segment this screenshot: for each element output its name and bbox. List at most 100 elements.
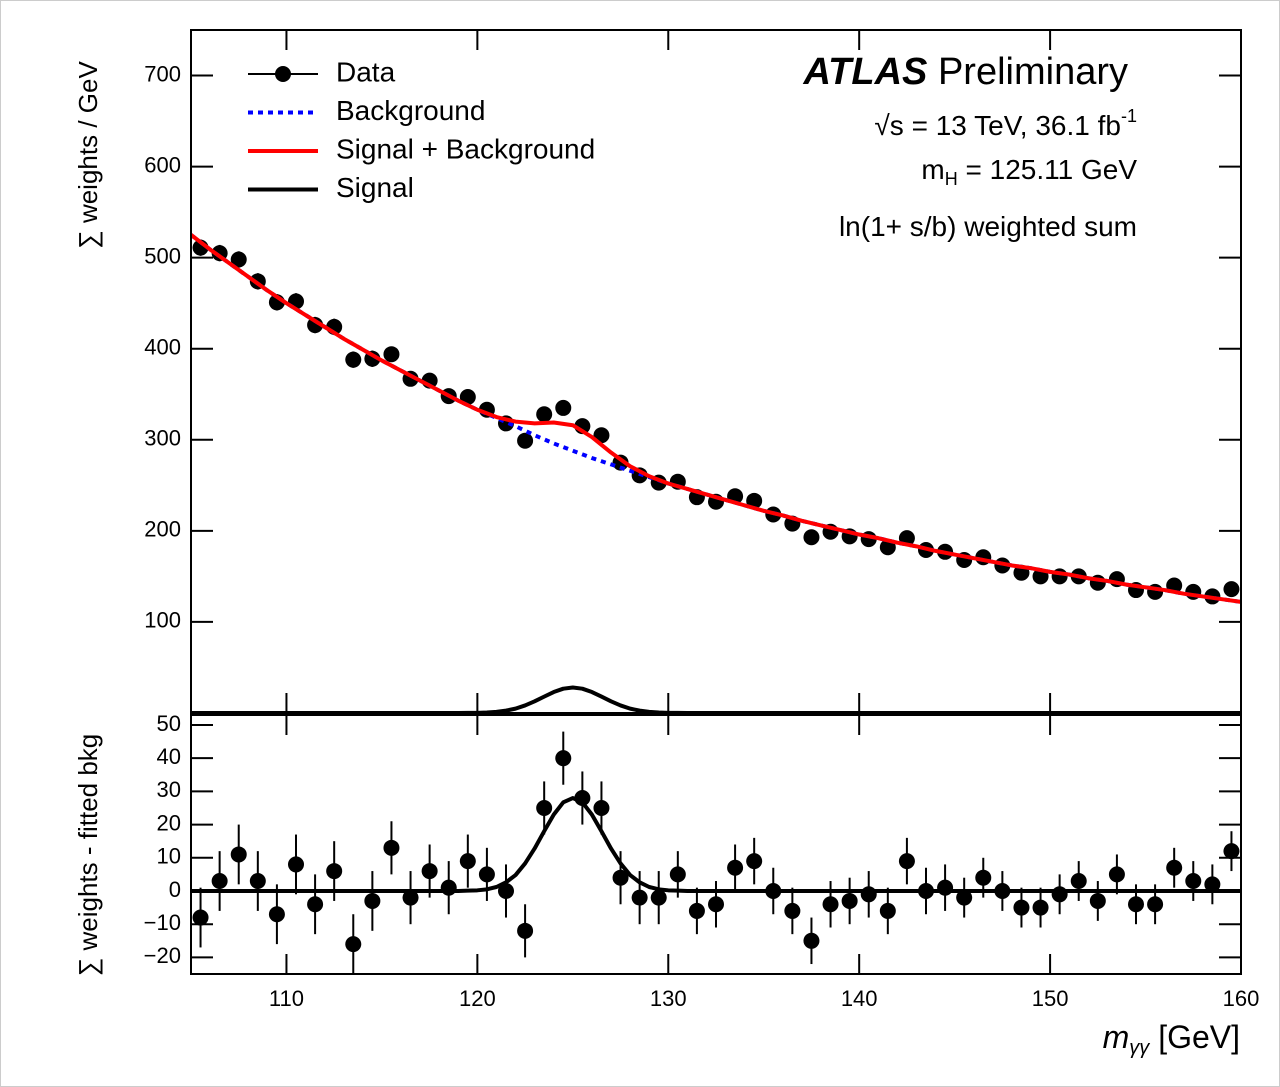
data-point <box>1166 859 1183 876</box>
data-point <box>383 346 400 363</box>
legend-label: Data <box>336 56 396 87</box>
data-point <box>268 906 285 923</box>
y-axis-label: ∑ weights - fitted bkg <box>73 734 103 977</box>
data-point <box>708 896 724 913</box>
frame <box>190 714 1242 975</box>
data-point <box>1185 873 1202 890</box>
annotation-part: ln(1+ s/b) weighted sum <box>839 211 1137 242</box>
y-tick-label: −10 <box>144 910 181 935</box>
data-point <box>211 873 228 890</box>
y-tick-label: 20 <box>157 810 181 835</box>
data-point <box>879 902 896 919</box>
annotation-part: ATLAS <box>803 51 928 93</box>
data-point <box>822 896 839 913</box>
data-point <box>326 863 343 880</box>
x-tick-label: 120 <box>459 986 496 1011</box>
data-point <box>1223 843 1240 860</box>
data-point <box>517 432 534 449</box>
annotation-part: √s = 13 TeV, 36.1 fb <box>874 110 1121 141</box>
y-tick-label: 700 <box>144 61 181 86</box>
data-point <box>631 889 648 906</box>
y-tick-label: 200 <box>144 517 181 542</box>
data-point <box>784 902 801 919</box>
fit-curve <box>191 233 1241 604</box>
y-axis-label: ∑ weights / GeV <box>73 61 103 249</box>
data-point <box>688 902 705 919</box>
data-point <box>1070 873 1087 890</box>
data-point <box>402 889 419 906</box>
y-tick-label: 10 <box>157 844 181 869</box>
data-point <box>440 879 457 896</box>
plot-area <box>191 233 1241 713</box>
x-tick-label: 150 <box>1032 986 1069 1011</box>
y-tick-label: 600 <box>144 152 181 177</box>
data-point <box>459 853 476 870</box>
data-point <box>249 873 266 890</box>
data-point <box>1032 899 1049 916</box>
data-point <box>478 866 495 883</box>
x-tick-label: 160 <box>1223 986 1260 1011</box>
data-point <box>383 839 400 856</box>
annotation-part: Preliminary <box>927 51 1128 93</box>
annotation: ln(1+ s/b) weighted sum <box>839 211 1137 242</box>
annotation: mH = 125.11 GeV <box>921 154 1137 188</box>
data-point <box>364 892 381 909</box>
legend-swatch <box>275 66 291 82</box>
data-point <box>650 889 667 906</box>
data-point <box>498 882 514 899</box>
annotation: ATLAS Preliminary <box>803 51 1128 93</box>
data-point <box>803 529 820 546</box>
data-point <box>307 896 324 913</box>
y-tick-label: 500 <box>144 243 181 268</box>
data-point <box>192 909 209 926</box>
data-point <box>1108 866 1125 883</box>
data-point <box>746 492 763 509</box>
signal-curve <box>191 796 1241 893</box>
data-point <box>1147 896 1164 913</box>
y-tick-label: 400 <box>144 335 181 360</box>
annotation-part: H <box>945 169 958 189</box>
data-point <box>1051 886 1068 903</box>
data-point <box>746 853 763 870</box>
data-point <box>517 922 534 939</box>
data-point <box>307 317 324 334</box>
annotation-part: -1 <box>1121 106 1137 126</box>
data-point <box>459 388 476 405</box>
data-point <box>536 406 553 423</box>
data-point <box>1223 581 1240 598</box>
data-point <box>898 853 915 870</box>
y-tick-label: 100 <box>144 608 181 633</box>
y-tick-label: 300 <box>144 426 181 451</box>
data-point <box>1089 892 1106 909</box>
data-point <box>593 799 610 816</box>
y-tick-label: −20 <box>144 943 181 968</box>
data-point <box>1204 876 1221 893</box>
y-tick-label: 0 <box>169 877 181 902</box>
annotation-part: m <box>921 154 944 185</box>
data-point <box>288 856 304 873</box>
data-point <box>841 892 858 909</box>
data-point <box>536 799 553 816</box>
x-axis-label-part: [GeV] <box>1149 1019 1240 1055</box>
annotation: √s = 13 TeV, 36.1 fb-1 <box>874 106 1137 142</box>
data-point <box>345 936 362 953</box>
data-point <box>345 351 362 368</box>
x-tick-label: 110 <box>269 986 304 1011</box>
data-point <box>937 879 954 896</box>
data-point <box>1013 899 1030 916</box>
data-point <box>975 869 992 886</box>
data-point <box>1128 896 1144 913</box>
y-tick-label: 30 <box>157 777 181 802</box>
data-point <box>956 889 973 906</box>
legend-label: Background <box>336 95 485 126</box>
x-tick-label: 130 <box>650 986 687 1011</box>
legend-label: Signal + Background <box>336 133 595 164</box>
y-tick-label: 50 <box>157 711 181 736</box>
data-point <box>669 866 686 883</box>
x-axis-label: mγγ [GeV] <box>1103 1019 1240 1059</box>
data-point <box>612 869 629 886</box>
x-axis-label-part: γγ <box>1129 1037 1150 1059</box>
y-tick-label: 40 <box>157 744 181 769</box>
data-point <box>860 886 877 903</box>
